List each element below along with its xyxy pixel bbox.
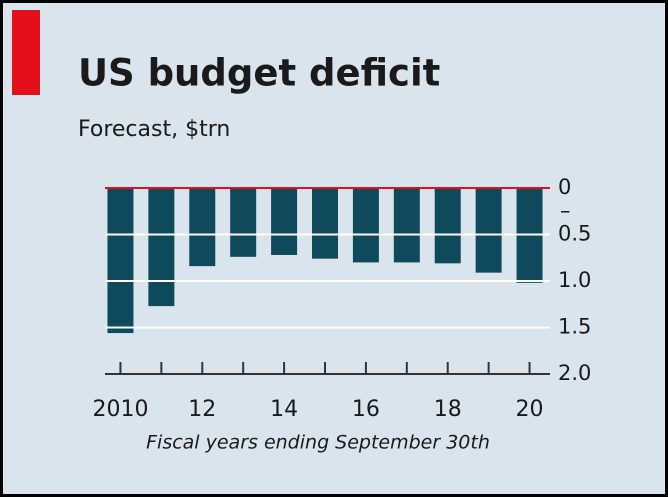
chart-subtitle: Forecast, $trn: [78, 117, 230, 142]
bar: [475, 188, 502, 273]
y-tick-label: 1.0: [558, 268, 591, 292]
chart-title: US budget deficit: [78, 52, 440, 95]
bar: [393, 188, 420, 263]
x-axis-label: Fiscal years ending September 30th: [146, 432, 490, 454]
x-tick-label: 14: [270, 397, 298, 422]
x-tick-label: 18: [434, 397, 462, 422]
bar: [271, 188, 298, 255]
red-tag: [12, 10, 40, 95]
x-tick-label: 20: [516, 397, 544, 422]
y-tick-label: 0.5: [558, 222, 591, 246]
bar: [312, 188, 338, 259]
x-tick-label: 2010: [92, 397, 148, 422]
bar: [434, 188, 461, 264]
bar: [107, 188, 134, 334]
y-tick-label: 0: [558, 175, 571, 199]
x-tick-label: 12: [188, 397, 216, 422]
x-tick-label: 16: [352, 397, 380, 422]
y-tick-label: 1.5: [558, 315, 591, 339]
bar: [189, 188, 216, 267]
bar: [352, 188, 379, 263]
axis-sign: –: [560, 198, 571, 222]
bar: [148, 188, 175, 307]
bar: [230, 188, 257, 257]
y-tick-label: 2.0: [558, 361, 591, 385]
